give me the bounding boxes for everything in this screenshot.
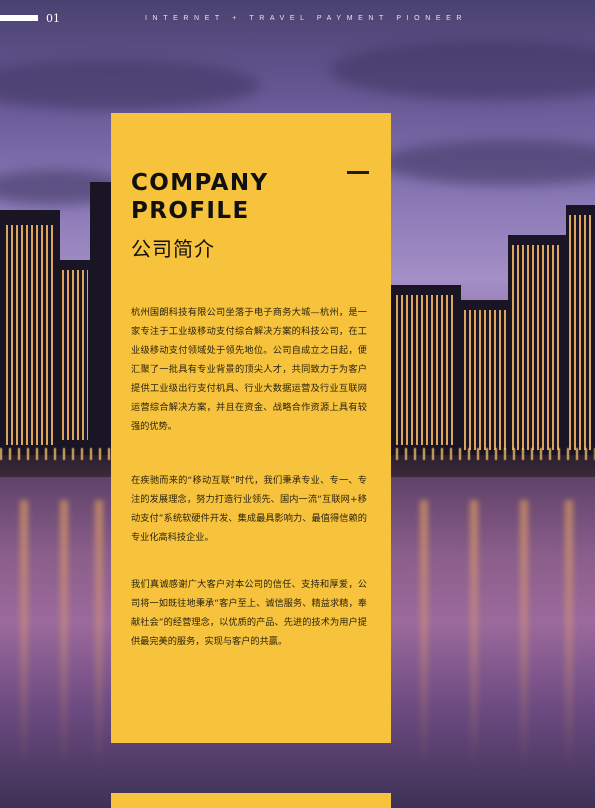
building-windows	[62, 270, 88, 440]
light-reflection	[20, 500, 28, 800]
light-reflection	[60, 500, 68, 800]
intro-paragraph: 杭州国朗科技有限公司坐落于电子商务大城—杭州，是一家专注于工业级移动支付综合解决…	[131, 307, 367, 432]
building	[90, 182, 112, 462]
building-windows	[6, 225, 54, 445]
next-panel-edge	[111, 793, 391, 808]
profile-subtitle: 公司简介	[131, 237, 215, 261]
cloud	[0, 60, 260, 110]
philosophy-paragraph: 在疾驰而来的“移动互联”时代，我们秉承专业、专一、专注的发展理念，努力打造行业领…	[131, 475, 367, 543]
light-reflection	[520, 500, 528, 800]
cloud	[330, 40, 595, 100]
accent-dash	[347, 171, 369, 174]
light-reflection	[470, 500, 478, 800]
cloud	[380, 140, 595, 185]
light-reflection	[95, 500, 103, 800]
light-reflection	[420, 500, 428, 800]
profile-title: COMPANY PROFILE	[131, 169, 269, 225]
company-profile-panel: COMPANY PROFILE 公司简介 杭州国朗科技有限公司坐落于电子商务大城…	[111, 113, 391, 743]
light-reflection	[565, 500, 573, 800]
building-windows	[464, 310, 506, 450]
thanks-paragraph: 我们真诚感谢广大客户对本公司的信任、支持和厚爱，公司将一如既往地秉承“客户至上、…	[131, 579, 367, 647]
building-windows	[396, 295, 456, 445]
building-windows	[512, 245, 562, 450]
header-tagline: INTERNET + TRAVEL PAYMENT PIONEER	[145, 15, 468, 22]
title-line-1: COMPANY	[131, 170, 269, 196]
header-bar	[0, 15, 38, 21]
page-number: 01	[46, 12, 60, 25]
building-windows	[569, 215, 593, 450]
title-line-2: PROFILE	[131, 198, 250, 224]
